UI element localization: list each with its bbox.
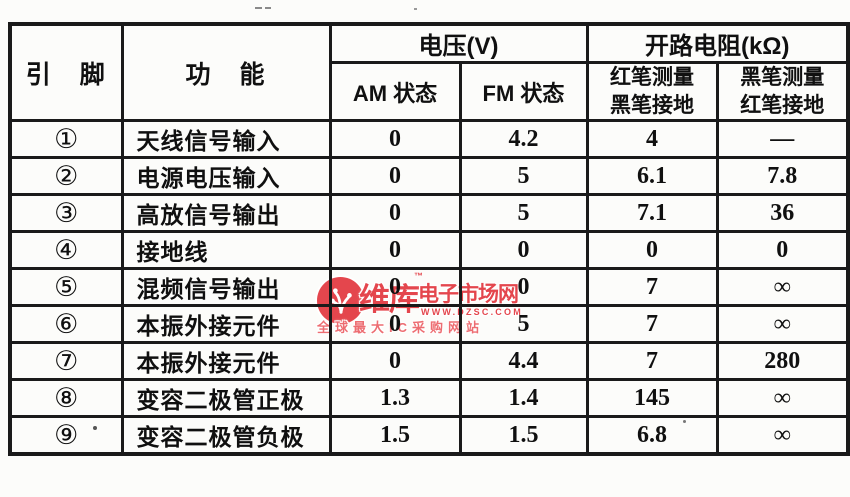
pin-cell: ① — [8, 119, 124, 160]
black-measure-cell: ∞ — [715, 304, 850, 345]
scan-artifact — [414, 8, 417, 10]
fm-cell: 4.4 — [458, 341, 589, 382]
am-cell: 0 — [328, 341, 462, 382]
table-row: ⑥ 本振外接元件 0 5 7 ∞ — [8, 304, 850, 345]
col-header-fm: FM 状态 — [458, 60, 589, 123]
header-row-groups: 引 脚 功 能 电压(V) 开路电阻(kΩ) — [8, 22, 850, 123]
col-header-pin: 引 脚 — [8, 22, 124, 123]
red-measure-cell: 7 — [585, 267, 719, 308]
pin-cell: ③ — [8, 193, 124, 234]
function-cell: 电源电压输入 — [120, 156, 332, 197]
function-cell: 混频信号输出 — [120, 267, 332, 308]
pin-cell: ⑤ — [8, 267, 124, 308]
function-cell: 天线信号输入 — [120, 119, 332, 160]
function-cell: 接地线 — [120, 230, 332, 271]
am-cell: 0 — [328, 119, 462, 160]
pin-cell: ② — [8, 156, 124, 197]
scan-artifact — [93, 426, 97, 430]
col-header-red-pen: 红笔测量 黑笔接地 — [585, 60, 719, 123]
table-row: ② 电源电压输入 0 5 6.1 7.8 — [8, 156, 850, 197]
pin-cell: ⑧ — [8, 378, 124, 419]
am-cell: 1.3 — [328, 378, 462, 419]
fm-cell: 0 — [458, 267, 589, 308]
am-cell: 0 — [328, 304, 462, 345]
function-cell: 变容二极管负极 — [120, 415, 332, 456]
function-cell: 本振外接元件 — [120, 304, 332, 345]
pin-spec-table: 引 脚 功 能 电压(V) 开路电阻(kΩ) AM 状态 FM 状态 红笔测量 … — [8, 22, 850, 457]
black-measure-cell: ∞ — [715, 378, 850, 419]
fm-cell: 4.2 — [458, 119, 589, 160]
red-measure-cell: 4 — [585, 119, 719, 160]
col-header-function: 功 能 — [120, 22, 332, 123]
col-group-resistance: 开路电阻(kΩ) — [585, 22, 850, 64]
red-measure-cell: 7.1 — [585, 193, 719, 234]
red-measure-cell: 0 — [585, 230, 719, 271]
table-row: ⑨ 变容二极管负极 1.5 1.5 6.8 ∞ — [8, 415, 850, 456]
red-measure-cell: 7 — [585, 304, 719, 345]
black-measure-cell: ∞ — [715, 267, 850, 308]
red-measure-cell: 145 — [585, 378, 719, 419]
fm-cell: 0 — [458, 230, 589, 271]
pin-cell: ⑨ — [8, 415, 124, 456]
scan-artifact — [683, 420, 686, 423]
col-header-black-pen: 黑笔测量 红笔接地 — [715, 60, 850, 123]
black-measure-cell: — — [715, 119, 850, 160]
table-row: ① 天线信号输入 0 4.2 4 — — [8, 119, 850, 160]
col-header-am: AM 状态 — [328, 60, 462, 123]
am-cell: 0 — [328, 267, 462, 308]
fm-cell: 5 — [458, 156, 589, 197]
pin-cell: ⑦ — [8, 341, 124, 382]
function-cell: 变容二极管正极 — [120, 378, 332, 419]
black-measure-cell: ∞ — [715, 415, 850, 456]
fm-cell: 1.4 — [458, 378, 589, 419]
pin-cell: ⑥ — [8, 304, 124, 345]
red-measure-cell: 7 — [585, 341, 719, 382]
black-measure-cell: 280 — [715, 341, 850, 382]
fm-cell: 1.5 — [458, 415, 589, 456]
table-row: ⑦ 本振外接元件 0 4.4 7 280 — [8, 341, 850, 382]
col-group-voltage: 电压(V) — [328, 22, 589, 64]
function-cell: 高放信号输出 — [120, 193, 332, 234]
table-row: ③ 高放信号输出 0 5 7.1 36 — [8, 193, 850, 234]
fm-cell: 5 — [458, 304, 589, 345]
am-cell: 0 — [328, 230, 462, 271]
table-row: ⑤ 混频信号输出 0 0 7 ∞ — [8, 267, 850, 308]
black-measure-cell: 0 — [715, 230, 850, 271]
fm-cell: 5 — [458, 193, 589, 234]
am-cell: 0 — [328, 156, 462, 197]
function-cell: 本振外接元件 — [120, 341, 332, 382]
scan-artifact — [265, 7, 271, 9]
scan-artifact — [255, 7, 262, 9]
red-measure-cell: 6.1 — [585, 156, 719, 197]
header-row-subcolumns: AM 状态 FM 状态 红笔测量 黑笔接地 黑笔测量 红笔接地 — [10, 60, 850, 123]
black-measure-cell: 36 — [715, 193, 850, 234]
am-cell: 1.5 — [328, 415, 462, 456]
black-measure-cell: 7.8 — [715, 156, 850, 197]
pin-cell: ④ — [8, 230, 124, 271]
table-row: ⑧ 变容二极管正极 1.3 1.4 145 ∞ — [8, 378, 850, 419]
table-row: ④ 接地线 0 0 0 0 — [8, 230, 850, 271]
red-measure-cell: 6.8 — [585, 415, 719, 456]
am-cell: 0 — [328, 193, 462, 234]
